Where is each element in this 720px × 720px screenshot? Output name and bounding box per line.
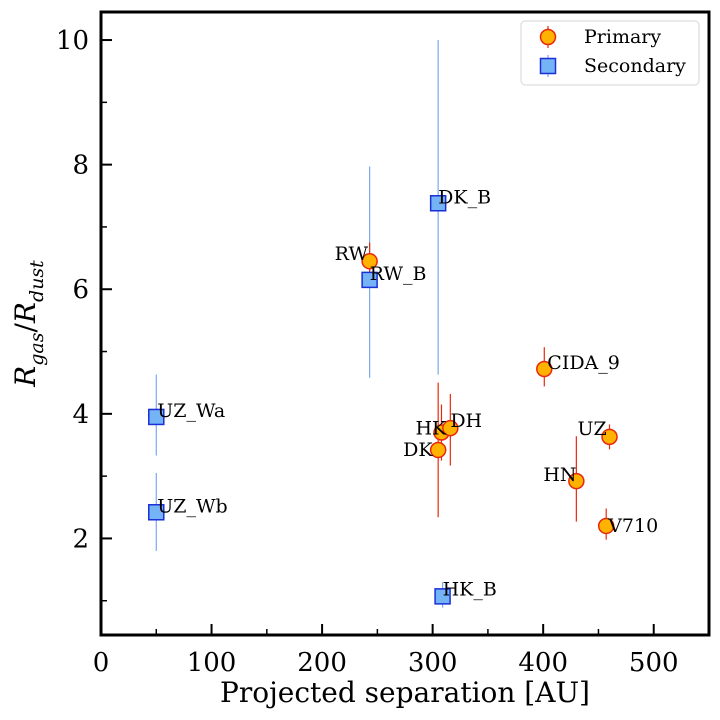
point-label: UZ_Wa: [157, 400, 225, 422]
secondary-marker: [429, 195, 447, 212]
legend: Primary Secondary: [520, 20, 700, 86]
legend-entry-label: Secondary: [584, 55, 686, 77]
x-tick-label: 0: [93, 648, 110, 678]
point-labels: DK_B RW_B UZ_Wa UZ_Wb HK_B RW CIDA_9 HK DH DK UZ HN…: [157, 186, 658, 600]
y-tick-label: 6: [72, 275, 89, 305]
secondary-marker: [148, 408, 165, 426]
primary-marker: [536, 360, 553, 378]
point-label: RW: [335, 243, 369, 265]
tick-labels: 0 100 200 300 400 500 2 4 6 8 10: [56, 26, 679, 678]
y-label-den-base: R: [9, 302, 42, 324]
y-tick-label: 2: [72, 524, 89, 554]
x-tick-label: 100: [187, 648, 237, 678]
primary-marker: [429, 441, 447, 459]
point-label: UZ: [578, 418, 607, 440]
secondary-marker: [434, 588, 451, 605]
y-label-base: R: [9, 366, 42, 388]
error-bars: [155, 40, 611, 608]
point-label: DK: [403, 439, 433, 461]
x-tick-label: 300: [408, 648, 458, 678]
point-label: CIDA_9: [547, 352, 620, 374]
point-label: DH: [450, 410, 482, 432]
y-axis-label: Rgas/Rdust: [9, 260, 48, 388]
y-tick-label: 4: [72, 400, 89, 430]
x-tick-label: 500: [629, 648, 679, 678]
point-label: V710: [607, 515, 658, 537]
data-markers: [148, 195, 618, 605]
secondary-marker: [361, 271, 378, 289]
point-label: HK_B: [443, 578, 497, 600]
primary-marker: [361, 252, 378, 270]
point-label: RW_B: [370, 263, 427, 285]
point-label: UZ_Wb: [157, 495, 227, 517]
secondary-marker: [148, 504, 165, 521]
y-label-num-sub: gas: [26, 332, 48, 365]
legend-primary-marker: [539, 28, 557, 46]
primary-marker: [442, 419, 459, 437]
primary-marker: [568, 472, 585, 490]
point-label: DK_B: [438, 186, 491, 208]
y-tick-label: 8: [72, 151, 89, 181]
legend-entry-label: Primary: [584, 26, 661, 48]
y-label-den-sub: dust: [26, 260, 48, 302]
point-label: HN: [543, 464, 576, 486]
legend-box: [520, 20, 700, 86]
y-label-sep: /: [9, 322, 42, 332]
point-label: HK: [415, 418, 447, 440]
axis-ticks: [100, 39, 710, 635]
legend-secondary-marker: [539, 57, 557, 75]
x-tick-label: 400: [518, 648, 568, 678]
primary-marker: [601, 428, 618, 446]
x-axis-label: Projected separation [AU]: [220, 676, 590, 709]
plot-frame: [99, 10, 711, 637]
x-tick-label: 200: [297, 648, 347, 678]
primary-marker: [597, 517, 615, 535]
y-tick-label: 10: [56, 26, 89, 56]
